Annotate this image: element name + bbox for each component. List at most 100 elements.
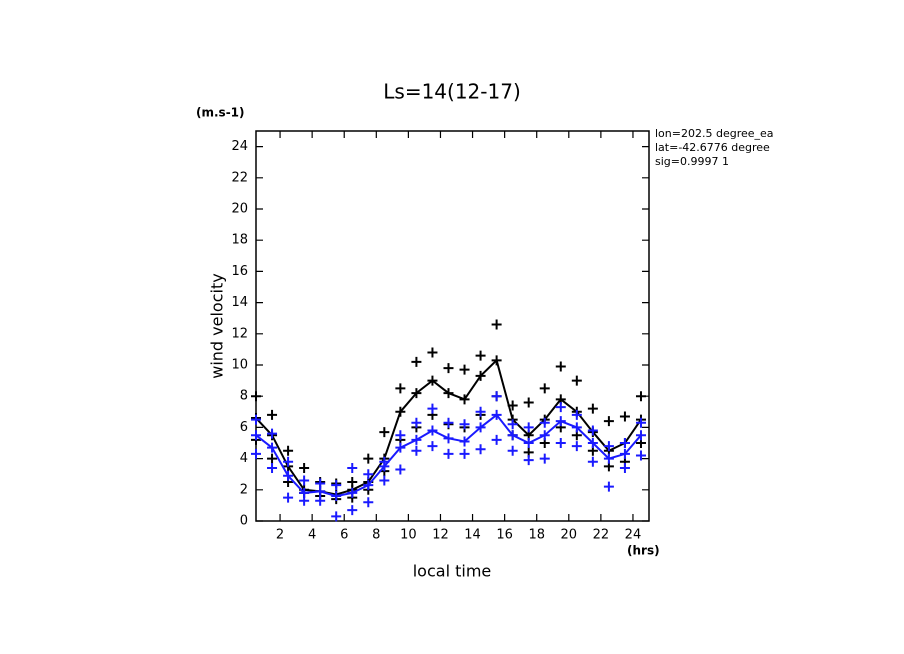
x-tick-label: 22 <box>593 528 610 543</box>
plus-marker <box>619 411 630 422</box>
annotation: sig=0.9997 1 <box>655 155 729 168</box>
plus-marker <box>475 444 486 455</box>
plus-marker <box>491 434 502 445</box>
plus-marker <box>251 414 261 425</box>
plus-marker <box>475 350 486 361</box>
plus-marker <box>635 430 646 441</box>
chart-title: Ls=14(12-17) <box>383 80 521 104</box>
plus-marker <box>459 436 470 447</box>
plus-marker <box>507 430 518 441</box>
x-tick-label: 24 <box>625 528 642 543</box>
plus-marker <box>331 511 342 522</box>
y-tick-label: 16 <box>231 264 248 279</box>
plus-marker <box>443 363 454 374</box>
plus-marker <box>427 441 438 452</box>
plus-marker <box>459 364 470 375</box>
plus-marker <box>555 416 566 427</box>
plus-marker <box>283 445 294 456</box>
plus-marker <box>395 442 406 453</box>
plus-marker <box>331 491 342 502</box>
plus-marker <box>411 445 422 456</box>
plus-marker <box>267 453 278 464</box>
plus-marker <box>299 495 310 506</box>
plus-marker <box>267 442 278 453</box>
annotation: lat=-42.6776 degree <box>655 141 770 154</box>
plus-marker <box>523 397 534 408</box>
y-tick-label: 8 <box>240 389 248 404</box>
x-tick-label: 10 <box>400 528 417 543</box>
plus-marker <box>395 383 406 394</box>
y-axis-label: wind velocity <box>208 273 227 378</box>
plus-marker <box>523 422 534 433</box>
x-tick-label: 18 <box>528 528 545 543</box>
plus-marker <box>571 375 582 386</box>
y-tick-label: 12 <box>231 326 248 341</box>
plus-marker <box>283 492 294 503</box>
y-unit: (m.s-1) <box>196 106 245 120</box>
plus-marker <box>427 347 438 358</box>
plus-marker <box>315 495 326 506</box>
plus-marker <box>459 419 470 430</box>
plus-marker <box>347 477 358 487</box>
y-tick-label: 10 <box>231 358 248 373</box>
plus-marker <box>619 448 630 459</box>
plus-marker <box>603 481 614 492</box>
plus-marker <box>347 462 358 473</box>
plus-marker <box>459 394 470 405</box>
plus-marker <box>475 370 486 381</box>
plus-marker <box>363 453 374 464</box>
plus-marker <box>603 453 614 464</box>
plus-marker <box>443 388 454 399</box>
plus-marker <box>251 430 261 441</box>
x-tick-label: 2 <box>276 528 284 543</box>
plus-marker <box>539 383 550 394</box>
plus-marker <box>347 505 358 516</box>
plus-marker <box>299 462 310 473</box>
plus-marker <box>507 419 518 430</box>
plot-frame <box>255 130 650 522</box>
plus-marker <box>267 428 278 439</box>
plus-marker <box>411 434 422 445</box>
plus-marker <box>475 406 486 417</box>
y-tick-label: 14 <box>231 295 248 310</box>
plus-marker <box>347 487 358 498</box>
plus-marker <box>555 402 566 413</box>
x-axis-label: local time <box>413 562 492 581</box>
plus-marker <box>539 453 550 464</box>
plus-marker <box>571 409 582 420</box>
plus-marker <box>395 406 406 417</box>
y-tick-label: 20 <box>231 202 248 217</box>
plus-marker <box>539 417 550 428</box>
plus-marker <box>427 425 438 436</box>
plus-marker <box>251 391 261 402</box>
y-tick-label: 2 <box>240 482 248 497</box>
plus-marker <box>523 455 534 466</box>
plus-marker <box>411 388 422 399</box>
y-tick-label: 0 <box>240 514 248 529</box>
annotations: lon=202.5 degree_ea lat=-42.6776 degree … <box>655 127 774 168</box>
plus-marker <box>299 475 310 486</box>
plus-marker <box>523 438 534 448</box>
plus-marker <box>427 375 438 386</box>
plus-marker <box>395 430 406 441</box>
plus-marker <box>283 470 294 481</box>
plus-marker <box>507 400 518 411</box>
plus-marker <box>363 480 374 491</box>
y-tick-label: 18 <box>231 233 248 248</box>
plus-marker <box>571 441 582 452</box>
plus-marker <box>603 416 614 427</box>
plus-marker <box>491 355 502 366</box>
plus-marker <box>539 430 550 441</box>
plus-marker <box>587 425 598 436</box>
plus-marker <box>491 319 502 330</box>
x-tick-label: 14 <box>464 528 481 543</box>
x-tick-label: 6 <box>340 528 348 543</box>
plus-marker <box>555 361 566 372</box>
plus-marker <box>443 448 454 459</box>
plus-marker <box>315 478 326 489</box>
x-tick-label: 8 <box>372 528 380 543</box>
y-tick-label: 4 <box>240 451 248 466</box>
plus-marker <box>331 480 342 491</box>
x-tick-label: 20 <box>561 528 578 543</box>
